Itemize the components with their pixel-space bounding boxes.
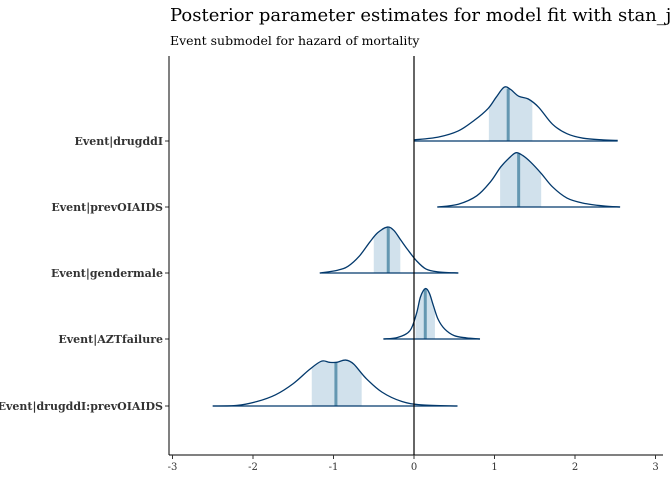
- y-tick-label: Event|gendermale: [51, 267, 163, 280]
- x-tick-label: -3: [168, 462, 178, 473]
- interval-area-event-drugddi: [488, 87, 533, 141]
- x-tick-label: 0: [411, 462, 417, 473]
- y-tick-label: Event|AZTfailure: [58, 333, 163, 346]
- interval-area-event-prevoiaids: [500, 152, 542, 207]
- density-curve-event-drugddi: [413, 86, 618, 142]
- density-curve-event-prevoiaids: [437, 152, 621, 208]
- density-curve-event-drugddi-prevoiaids: [212, 359, 458, 407]
- density-curve-event-gendermale: [319, 226, 459, 274]
- y-tick-label: Event|drugddI: [74, 135, 163, 148]
- x-tick-label: 1: [491, 462, 497, 473]
- chart-title: Posterior parameter estimates for model …: [170, 5, 672, 26]
- x-tick-label: 3: [652, 462, 658, 473]
- y-tick-label: Event|prevOIAIDS: [51, 201, 163, 214]
- x-tick-label: -2: [248, 462, 258, 473]
- density-curve-event-aztfailure: [383, 287, 481, 340]
- x-tick-label: 2: [572, 462, 578, 473]
- chart-subtitle: Event submodel for hazard of mortality: [170, 33, 420, 48]
- y-tick-label: Event|drugddI:prevOIAIDS: [0, 400, 163, 413]
- x-tick-label: -1: [329, 462, 339, 473]
